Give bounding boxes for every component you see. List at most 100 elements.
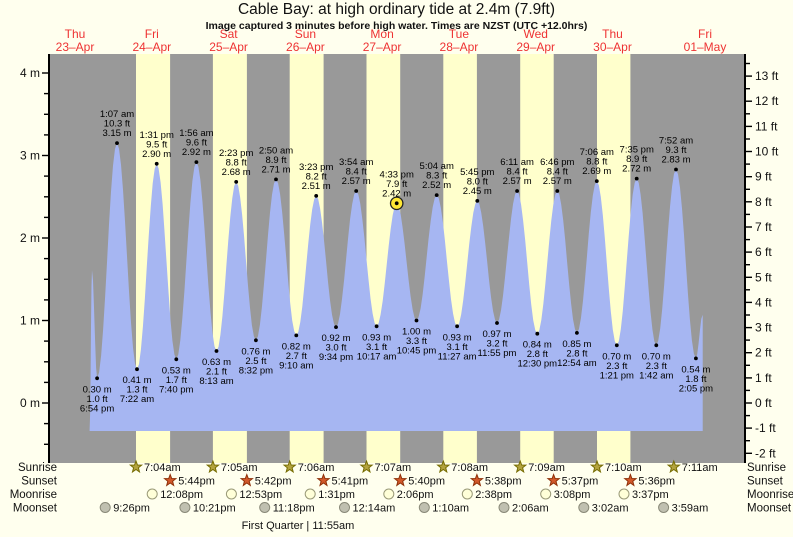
day-name-label: Thu <box>602 27 623 41</box>
low-tide-dot <box>214 349 219 353</box>
day-name-label: Mon <box>370 27 393 41</box>
high-tide-dot <box>515 189 519 193</box>
tide-annotation-line: 2.57 m <box>342 176 371 187</box>
day-name-label: Thu <box>65 27 86 41</box>
y-right-tick-label: 11 ft <box>755 119 778 133</box>
almanac-event-time: 11:18pm <box>273 503 315 515</box>
almanac-event-time: 5:44pm <box>178 476 215 488</box>
tide-annotation-line: 2:50 am <box>259 145 293 156</box>
tide-annotation-line: 8:13 am <box>199 376 233 387</box>
low-tide-annotation: 0.70 m2.3 ft1:21 pm <box>600 343 634 381</box>
low-tide-dot <box>614 343 619 348</box>
moonset-circle-icon <box>418 502 430 513</box>
low-tide-annotation: 0.92 m3.0 ft9:34 pm <box>319 325 353 363</box>
tide-annotation-line: 2.3 ft <box>646 361 667 372</box>
tide-annotation-line: 3.1 ft <box>447 342 468 353</box>
tide-annotation-line: 2.1 ft <box>206 367 227 378</box>
day-name-label: Sun <box>295 27 316 41</box>
high-tide-annotation: 2:50 am8.9 ft2.71 m <box>259 145 293 182</box>
y-right-tick-label: 0 ft <box>755 396 772 410</box>
sunrise-star-icon <box>666 459 681 474</box>
tide-annotation-line: 7:52 am <box>659 136 693 147</box>
tide-annotation-line: 2.7 ft <box>286 351 307 362</box>
tide-annotation-line: 2.69 m <box>582 166 611 177</box>
day-name-label: Fri <box>698 27 712 41</box>
low-tide-dot <box>495 321 499 325</box>
low-tide-annotation: 0.70 m2.3 ft1:42 am <box>639 343 674 381</box>
day-name-label: Sat <box>220 27 239 41</box>
day-name-label: Wed <box>523 27 547 41</box>
almanac-event-time: 1:31pm <box>318 489 355 501</box>
almanac-row-label-left: Sunset <box>21 476 58 488</box>
almanac-event-time: 7:08am <box>451 462 488 474</box>
high-tide-annotation: 6:46 pm8.4 ft2.57 m <box>540 157 575 193</box>
sunrise-star-icon <box>205 459 220 474</box>
almanac-row-sunset: Sunset Sunset 5:44pm 5:42pm 5:41pm 5:40pm 5:38… <box>21 473 784 488</box>
y-right-tick-label: 8 ft <box>755 195 772 209</box>
tide-annotation-line: 2.52 m <box>422 180 451 191</box>
day-date-label: 23–Apr <box>56 40 95 54</box>
low-tide-dot <box>174 357 179 362</box>
low-tide-annotation: 0.63 m2.1 ft8:13 am <box>199 349 234 387</box>
low-tide-dot <box>694 356 698 361</box>
almanac-row-label-right: Moonset <box>747 503 792 515</box>
sunset-star-icon <box>316 473 331 487</box>
tide-annotation-line: 6:54 pm <box>80 403 114 414</box>
tide-annotation-line: 8.4 ft <box>547 167 568 178</box>
almanac-event-time: 5:41pm <box>332 476 369 488</box>
tide-annotation-line: 1.3 ft <box>126 385 147 396</box>
almanac-event-time: 12:53pm <box>239 489 282 501</box>
tide-annotation-line: 3.1 ft <box>366 342 387 353</box>
tide-annotation-line: 2.72 m <box>622 164 651 175</box>
almanac-event-time: 1:10am <box>432 503 469 515</box>
moonrise-circle-icon <box>146 488 158 500</box>
moonrise-circle-icon <box>540 488 552 500</box>
low-tide-dot <box>334 325 338 329</box>
tide-annotation-line: 8.2 ft <box>306 171 327 182</box>
tide-annotation-line: 0.70 m <box>642 351 671 362</box>
tide-annotation-line: 2.57 m <box>543 176 572 187</box>
sunset-star-icon <box>393 473 408 487</box>
y-right-tick-label: 6 ft <box>755 245 772 259</box>
tide-annotation-line: 2.68 m <box>222 167 251 178</box>
moonrise-circle-icon <box>304 488 316 500</box>
almanac-row-label-left: Sunrise <box>18 462 57 474</box>
moonrise-circle-icon <box>461 488 473 500</box>
tide-annotation-line: 11:27 am <box>438 351 477 362</box>
sunset-star-icon <box>546 473 561 487</box>
tide-annotation-line: 8.4 ft <box>346 167 367 178</box>
page-subtitle: Image captured 3 minutes before high wat… <box>205 20 588 32</box>
high-tide-annotation: 7:52 am9.3 ft2.83 m <box>659 136 693 172</box>
high-tide-annotation: 7:35 pm8.9 ft2.72 m <box>620 145 654 181</box>
high-tide-annotation: 3:23 pm8.2 ft2.51 m <box>299 162 333 198</box>
low-tide-dot <box>254 338 258 343</box>
sunrise-star-icon <box>589 459 605 474</box>
y-right-tick-label: 5 ft <box>755 270 772 284</box>
low-tide-dot <box>654 343 659 348</box>
almanac-row-label-left: Moonset <box>13 503 58 515</box>
sunset-star-icon <box>623 473 638 487</box>
moonset-circle-icon <box>179 502 191 513</box>
tide-annotation-line: 7.9 ft <box>386 179 407 190</box>
tide-area <box>89 143 703 431</box>
tide-annotation-line: 8.9 ft <box>265 155 286 166</box>
moonrise-circle-icon <box>618 488 630 500</box>
tide-annotation-line: 7:22 am <box>120 394 154 405</box>
almanac-row-label-right: Sunset <box>747 476 784 488</box>
tide-annotation-line: 7:35 pm <box>620 145 654 156</box>
almanac-event-time: 7:11am <box>682 462 718 474</box>
day-date-label: 24–Apr <box>132 40 171 54</box>
low-tide-dot <box>135 367 139 372</box>
high-tide-dot <box>434 193 439 198</box>
low-tide-annotation: 0.82 m2.7 ft9:10 am <box>279 333 314 371</box>
tide-annotation-line: 1:42 am <box>639 370 673 381</box>
almanac-event-time: 7:10am <box>605 462 642 474</box>
tide-annotation-line: 4:33 pm <box>380 169 414 180</box>
tide-annotation-line: 2.8 ft <box>527 349 548 360</box>
tide-annotation-line: 8:32 pm <box>239 365 273 376</box>
y-right-tick-label: 9 ft <box>755 170 772 184</box>
tide-annotation-line: 6:11 am <box>500 157 534 168</box>
